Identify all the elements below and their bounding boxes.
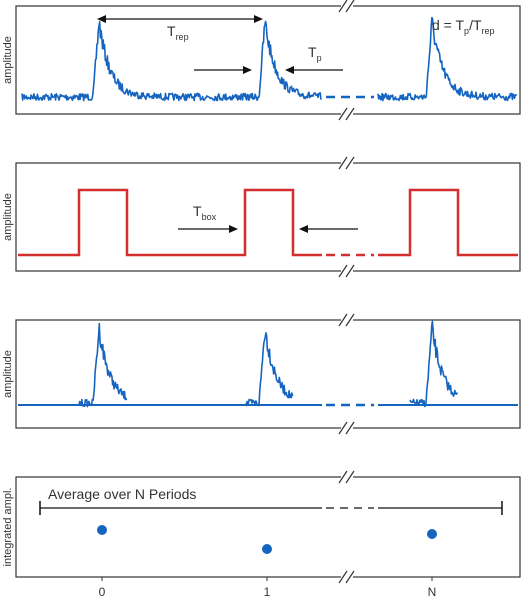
break-slash <box>345 156 355 170</box>
panel-frame <box>15 476 521 578</box>
break-gap <box>341 0 353 12</box>
panel-box-window: amplitude Tbox <box>2 162 521 272</box>
noisy-signal-trace <box>21 16 518 102</box>
break-gap <box>341 314 353 326</box>
x-tick-label-1: 1 <box>264 585 271 599</box>
break-slash <box>338 156 348 170</box>
tbox-arrow-left-head <box>229 225 238 233</box>
break-gap <box>341 265 353 277</box>
tbox-arrow-right-head <box>299 225 308 233</box>
panel-frame <box>15 162 521 272</box>
break-slash <box>338 313 348 327</box>
trep-arrow-head-left <box>97 15 106 23</box>
integrated-point-N <box>427 529 437 539</box>
y-axis-label: amplitude <box>2 36 14 84</box>
break-slash <box>345 570 355 584</box>
signal-segment-right <box>377 16 518 102</box>
integrated-point-0 <box>97 525 107 535</box>
panel-frame <box>15 319 521 429</box>
trep-arrow-head-right <box>254 15 263 23</box>
tp-arrow-right-head <box>285 66 294 74</box>
break-slash <box>345 0 355 13</box>
gated-signal-trace <box>18 320 518 408</box>
x-tick-label-N: N <box>428 585 437 599</box>
break-gap <box>341 422 353 434</box>
gated-pulse-0 <box>78 322 128 408</box>
break-gap <box>341 471 353 483</box>
y-axis-label: integrated ampl. <box>2 488 14 567</box>
break-slash <box>345 264 355 278</box>
tp-arrow-left-head <box>243 66 252 74</box>
signal-segment-left <box>21 20 322 102</box>
break-gap <box>341 108 353 120</box>
break-slash <box>338 264 348 278</box>
y-axis-label: amplitude <box>2 350 14 398</box>
break-slash <box>338 0 348 13</box>
break-slash <box>345 421 355 435</box>
trep-label: Trep <box>167 23 189 42</box>
tbox-label: Tbox <box>193 203 217 222</box>
break-slash <box>345 107 355 121</box>
break-slash <box>338 107 348 121</box>
gated-pulse-2 <box>409 320 459 408</box>
break-gap <box>341 571 353 583</box>
panel-frame <box>15 5 521 115</box>
panel-raw-signal: amplitude Trep Tp d = Tp/Trep <box>2 5 521 115</box>
x-tick-label-0: 0 <box>99 585 106 599</box>
break-gap <box>341 157 353 169</box>
average-label: Average over N Periods <box>48 486 196 502</box>
break-slash <box>338 470 348 484</box>
panel-integrated: integrated ampl. Average over N Periods … <box>2 476 521 599</box>
break-slash <box>338 570 348 584</box>
break-slash <box>345 470 355 484</box>
box-window-trace <box>18 188 518 257</box>
panel-gated-signal: amplitude <box>2 319 521 429</box>
tp-label: Tp <box>308 44 322 63</box>
gated-pulse-1 <box>244 332 294 407</box>
y-axis-label: amplitude <box>2 193 14 241</box>
duty-cycle-formula: d = Tp/Trep <box>432 17 495 36</box>
integrated-point-1 <box>262 544 272 554</box>
break-slash <box>338 421 348 435</box>
axis-break-marks <box>338 0 355 584</box>
break-slash <box>345 313 355 327</box>
